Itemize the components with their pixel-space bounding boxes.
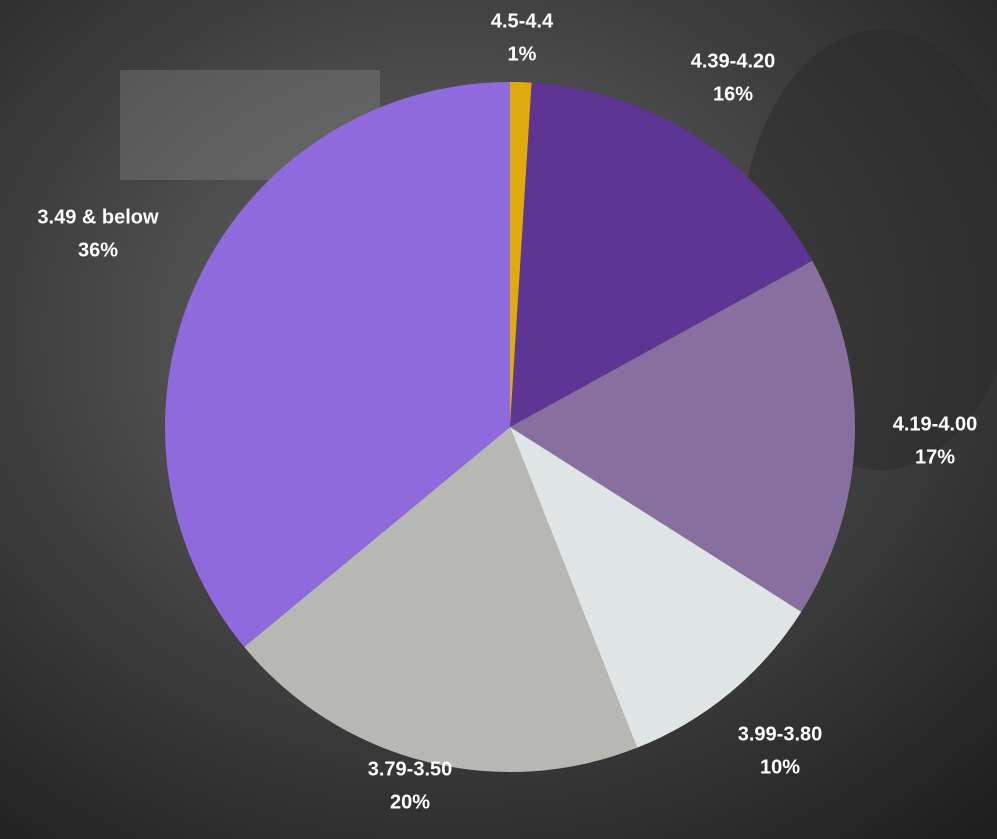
slice-value: 1% bbox=[508, 43, 537, 65]
slice-label: 3.99-3.80 bbox=[738, 723, 823, 745]
slice-label: 4.19-4.00 bbox=[893, 413, 978, 435]
slice-label: 4.5-4.4 bbox=[491, 10, 554, 32]
slice-value: 20% bbox=[390, 791, 430, 813]
slice-label: 3.49 & below bbox=[37, 206, 159, 228]
slice-value: 10% bbox=[760, 756, 800, 778]
slice-value: 36% bbox=[78, 239, 118, 261]
slice-label: 4.39-4.20 bbox=[691, 50, 776, 72]
slice-value: 16% bbox=[713, 83, 753, 105]
slice-label: 3.79-3.50 bbox=[368, 758, 453, 780]
chart: 4.5-4.4 1% 4.39-4.20 16% 4.19-4.00 17% 3.99-3.… bbox=[0, 0, 997, 839]
slice-value: 17% bbox=[915, 446, 955, 468]
